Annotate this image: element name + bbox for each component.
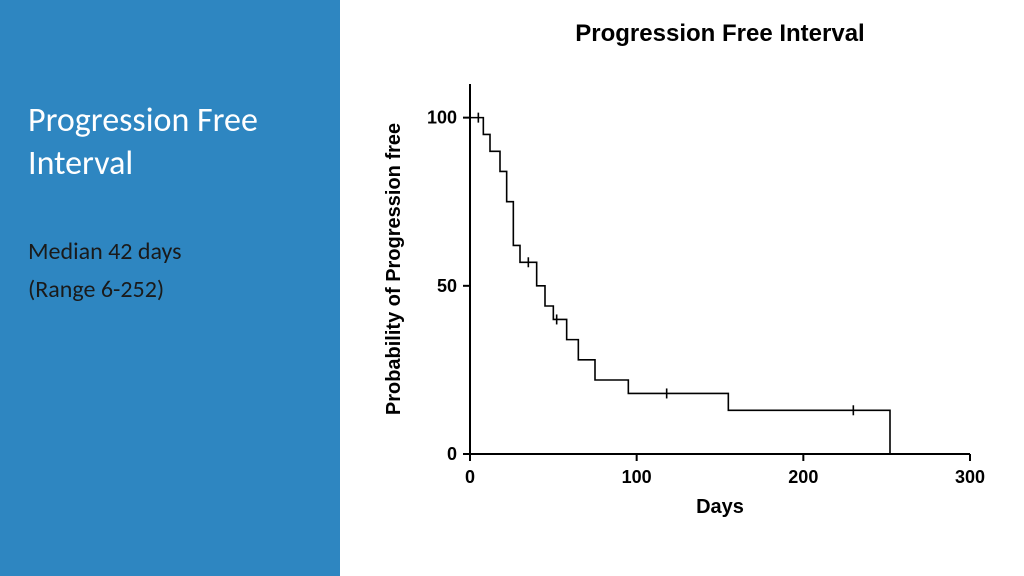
chart-panel: Progression Free Interval 0 100 200 300 0 50 1… — [340, 0, 1024, 576]
svg-text:0: 0 — [447, 444, 457, 464]
svg-text:Probability of Progression fre: Probability of Progression free — [383, 123, 405, 415]
svg-text:100: 100 — [427, 108, 457, 128]
slide: Progression Free Interval Median 42 days… — [0, 0, 1024, 576]
svg-text:0: 0 — [465, 467, 475, 487]
sidebar-title: Progression Free Interval — [28, 100, 312, 185]
sidebar-median: Median 42 days — [28, 233, 312, 271]
sidebar-panel: Progression Free Interval Median 42 days… — [0, 0, 340, 576]
chart-title: Progression Free Interval — [430, 20, 1010, 48]
svg-text:200: 200 — [788, 467, 818, 487]
svg-text:300: 300 — [955, 467, 985, 487]
sidebar-range: (Range 6-252) — [28, 271, 312, 309]
svg-text:100: 100 — [622, 467, 652, 487]
svg-text:50: 50 — [437, 276, 457, 296]
km-chart: 0 100 200 300 0 50 100 Days Probability of Progr… — [370, 54, 1010, 534]
chart-container: Progression Free Interval 0 100 200 300 0 50 1… — [370, 20, 1010, 540]
svg-text:Days: Days — [696, 496, 744, 518]
